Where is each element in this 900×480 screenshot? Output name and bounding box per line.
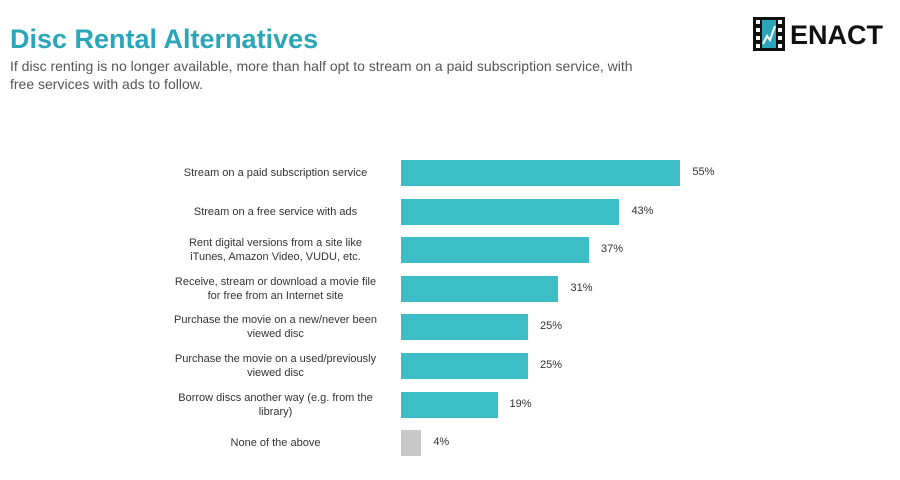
category-label: Purchase the movie on a new/never been v… [173, 314, 378, 341]
logo-icon [753, 17, 785, 51]
value-label: 25% [540, 320, 563, 333]
bar [401, 160, 681, 186]
category-label: Rent digital versions from a site like i… [188, 237, 362, 264]
category-label: Receive, stream or download a movie file… [174, 275, 377, 302]
bar [401, 353, 528, 379]
category-label: Borrow discs another way (e.g. from the … [178, 391, 373, 418]
chart-subtitle: If disc renting is no longer available, … [10, 58, 633, 92]
bar [401, 391, 498, 418]
value-label: 37% [600, 243, 623, 256]
bar [401, 198, 620, 225]
bar [401, 314, 528, 341]
value-label: 31% [570, 281, 593, 294]
value-label: 19% [509, 397, 532, 410]
value-label: 4% [433, 436, 450, 449]
bar [401, 275, 559, 302]
category-label: None of the above [230, 437, 321, 450]
category-label: Purchase the movie on a used/previously … [174, 353, 377, 379]
value-label: 25% [540, 359, 563, 371]
category-label: Stream on a paid subscription service [183, 167, 368, 179]
bar [401, 237, 589, 264]
value-label: 43% [631, 204, 654, 217]
brand: ENACT [790, 20, 883, 50]
chart-title: Disc Rental Alternatives [10, 24, 319, 54]
category-label: Stream on a free service with ads [193, 205, 358, 218]
bar [401, 430, 422, 457]
value-label: 55% [692, 166, 715, 178]
